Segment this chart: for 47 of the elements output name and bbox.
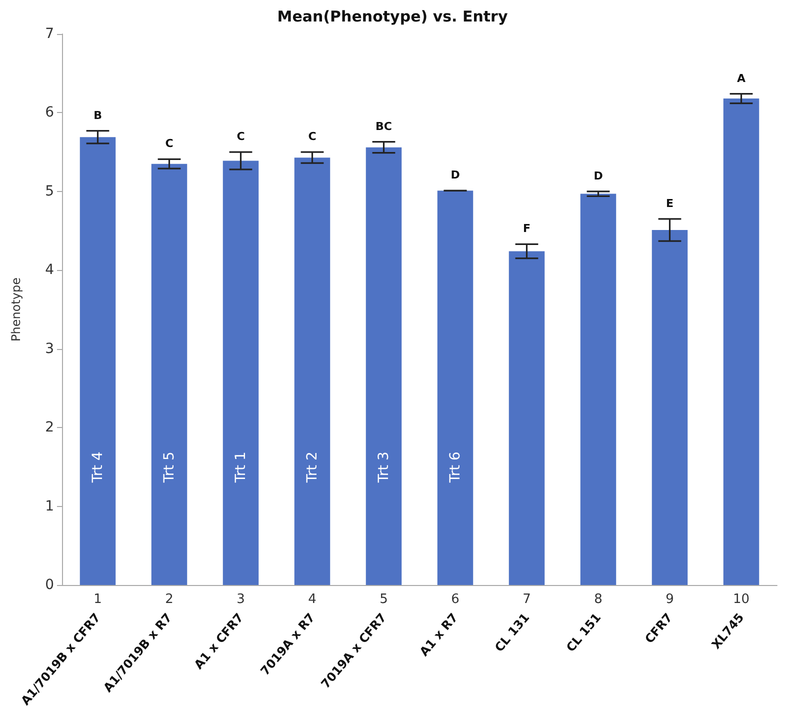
y-tick-label: 4 <box>45 262 54 278</box>
chart-title: Mean(Phenotype) vs. Entry <box>277 8 508 26</box>
annotation: Trt 4 <box>90 451 106 484</box>
annotation: Trt 1 <box>232 452 249 484</box>
text: 5 <box>380 592 388 607</box>
text: 10 <box>732 592 750 607</box>
y-tick-label: 1 <box>45 498 54 514</box>
y-tick-label: 0 <box>45 577 54 593</box>
y-tick-label: 6 <box>45 104 54 121</box>
bar <box>437 190 474 585</box>
y-tick-label: 5 <box>45 183 54 200</box>
data-label: B <box>94 108 102 122</box>
y-tick-label: 7 <box>45 26 54 42</box>
data-label: D <box>450 168 460 182</box>
text: 8 <box>594 592 602 607</box>
bar <box>80 137 116 585</box>
text: 3 <box>236 592 245 607</box>
annotation: Trt 3 <box>376 452 392 484</box>
text: 6 <box>451 592 460 607</box>
data-label: D <box>594 169 603 182</box>
data-label: C <box>165 137 174 150</box>
bar <box>222 160 259 585</box>
data-label: F <box>522 222 531 236</box>
data-label: C <box>308 130 316 144</box>
bar <box>366 147 402 585</box>
bar <box>151 164 188 585</box>
annotation: Trt 5 <box>161 452 178 484</box>
bar <box>580 194 616 585</box>
data-label: E <box>666 196 674 210</box>
y-tick-label: 3 <box>45 340 54 357</box>
x-tick-label: A1 x R7 <box>416 610 461 659</box>
bar <box>652 230 688 585</box>
data-label: C <box>236 130 245 144</box>
y-axis-title: Phenotype <box>9 278 23 342</box>
annotation: Trt 2 <box>304 452 320 484</box>
annotation: Trt 6 <box>447 451 464 484</box>
text: 9 <box>666 592 674 607</box>
data-label: A <box>736 72 746 85</box>
bar <box>723 98 760 585</box>
y-tick-label: 2 <box>45 420 54 436</box>
text: 4 <box>308 592 316 607</box>
bar <box>508 251 545 585</box>
bar <box>294 158 330 585</box>
text: 1 <box>94 592 102 607</box>
data-label: BC <box>376 120 392 133</box>
text: 7 <box>522 592 531 607</box>
text: 2 <box>165 592 174 607</box>
